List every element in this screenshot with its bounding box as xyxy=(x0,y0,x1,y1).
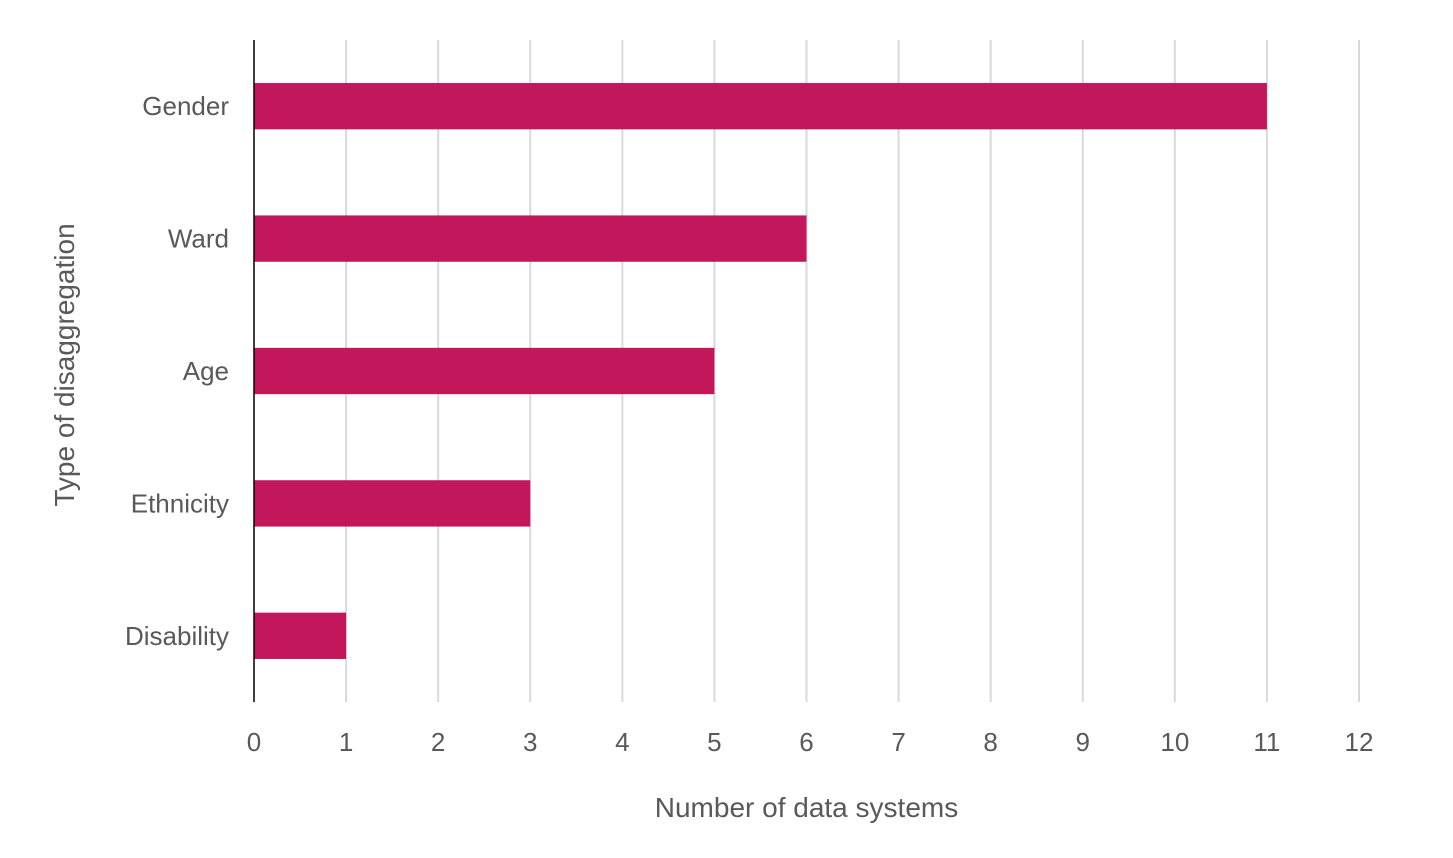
bar-ward xyxy=(254,215,807,262)
y-tick-label-ethnicity: Ethnicity xyxy=(131,488,229,518)
bar-ethnicity xyxy=(254,480,531,527)
y-tick-label-ward: Ward xyxy=(168,224,229,254)
x-tick-label-4: 4 xyxy=(615,727,629,757)
gridlines xyxy=(345,40,1360,702)
y-tick-label-gender: Gender xyxy=(142,91,229,121)
x-tick-label-7: 7 xyxy=(891,727,905,757)
x-tick-label-5: 5 xyxy=(707,727,721,757)
x-tick-label-6: 6 xyxy=(799,727,813,757)
x-tick-label-8: 8 xyxy=(983,727,997,757)
x-tick-label-3: 3 xyxy=(523,727,537,757)
x-tick-label-11: 11 xyxy=(1253,727,1280,757)
x-tick-label-1: 1 xyxy=(339,727,353,757)
x-axis-title: Number of data systems xyxy=(655,792,958,823)
x-tick-label-12: 12 xyxy=(1345,727,1374,757)
y-tick-label-age: Age xyxy=(183,356,229,386)
bars xyxy=(254,83,1267,659)
y-axis-title: Type of disaggregation xyxy=(49,223,80,506)
bar-disability xyxy=(254,612,347,659)
x-tick-label-9: 9 xyxy=(1076,727,1090,757)
bar-age xyxy=(254,347,715,395)
x-tick-labels: 0 1 2 3 4 5 6 7 8 9 10 11 12 xyxy=(247,727,1374,757)
y-tick-label-disability: Disability xyxy=(125,621,229,651)
x-tick-label-10: 10 xyxy=(1160,727,1189,757)
bar-gender xyxy=(254,83,1267,130)
x-tick-label-2: 2 xyxy=(431,727,445,757)
x-tick-label-0: 0 xyxy=(247,727,261,757)
y-tick-labels: Gender Ward Age Ethnicity Disability xyxy=(125,91,229,651)
